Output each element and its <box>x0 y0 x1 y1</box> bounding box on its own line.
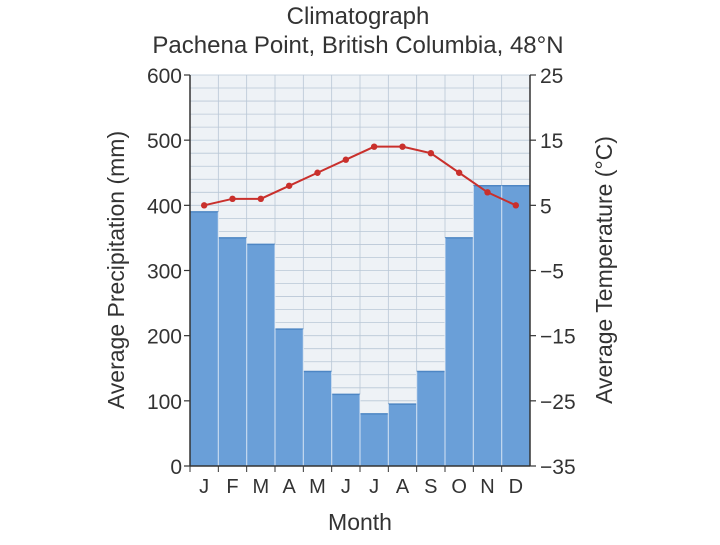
y-left-tick-label: 100 <box>147 391 182 414</box>
x-tick-label-11: N <box>480 476 494 498</box>
y-right-tick-label: 15 <box>540 130 563 153</box>
temperature-point-4 <box>285 182 293 189</box>
precipitation-bar-5 <box>303 371 332 466</box>
x-tick-label-12: D <box>509 476 523 498</box>
chart-subtitle: Pachena Point, British Columbia, 48°N <box>152 32 563 59</box>
x-tick-label-6: J <box>341 476 351 498</box>
y-right-tick-label: −5 <box>540 261 564 284</box>
y-axis-left-label: Average Precipitation (mm) <box>103 131 129 409</box>
x-tick-label-3: M <box>252 476 269 498</box>
temperature-point-10 <box>455 169 463 176</box>
precipitation-bar-3 <box>246 244 275 466</box>
precipitation-bar-2 <box>218 237 247 466</box>
y-left-tick-label: 400 <box>147 195 182 218</box>
y-right-tick-label: 25 <box>540 65 563 88</box>
temperature-point-2 <box>229 195 236 203</box>
temperature-point-8 <box>399 143 406 150</box>
precipitation-bar-10 <box>445 237 474 466</box>
x-tick-label-8: A <box>396 476 410 498</box>
x-tick-label-7: J <box>369 476 379 498</box>
y-right-tick-label: −15 <box>540 326 576 349</box>
x-axis-label: Month <box>328 509 392 535</box>
chart-title: Climatograph <box>287 3 430 30</box>
y-left-tick-label: 600 <box>147 65 182 88</box>
temperature-point-3 <box>257 195 265 203</box>
temperature-point-6 <box>342 156 350 163</box>
y-left-tick-label: 0 <box>170 456 182 479</box>
x-tick-label-4: A <box>282 476 296 498</box>
x-tick-label-1: J <box>199 476 209 498</box>
temperature-point-12 <box>512 202 520 209</box>
y-right-tick-label: −35 <box>540 456 576 479</box>
y-right-tick-label: 5 <box>540 195 552 218</box>
precipitation-bar-12 <box>501 185 530 467</box>
temperature-point-11 <box>484 189 491 196</box>
x-tick-label-10: O <box>451 476 467 498</box>
temperature-point-1 <box>200 202 208 209</box>
y-axis-right-label: Average Temperature (°C) <box>591 136 617 404</box>
y-left-tick-label: 200 <box>147 326 182 349</box>
x-tick-label-2: F <box>226 476 238 498</box>
y-right-tick-label: −25 <box>540 391 576 414</box>
precipitation-bar-9 <box>416 371 445 466</box>
precipitation-bar-7 <box>360 413 389 466</box>
precipitation-bar-6 <box>331 394 360 466</box>
precipitation-bar-4 <box>275 329 304 466</box>
temperature-line <box>203 145 517 207</box>
precipitation-bar-8 <box>388 404 417 466</box>
y-left-tick-label: 300 <box>147 261 182 284</box>
x-tick-label-9: S <box>424 476 437 498</box>
temperature-point-5 <box>314 169 321 176</box>
precipitation-bar-1 <box>190 211 219 466</box>
temperature-point-9 <box>427 150 435 157</box>
temperature-point-7 <box>370 143 378 150</box>
x-tick-label-5: M <box>309 476 326 498</box>
precipitation-bar-11 <box>473 185 502 467</box>
y-left-tick-label: 500 <box>147 130 182 153</box>
